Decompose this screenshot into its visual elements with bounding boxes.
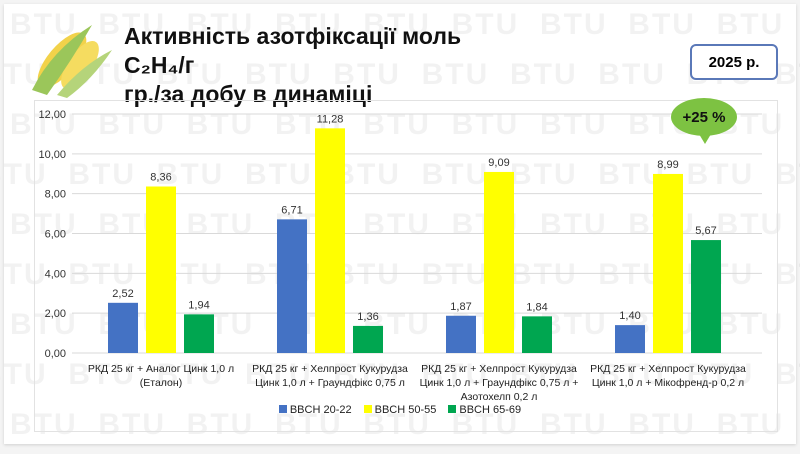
legend-item: BBCH 50-55 <box>363 404 437 416</box>
data-label: 1,94 <box>188 299 209 311</box>
legend-item: BBCH 65-69 <box>448 404 521 416</box>
y-tick-label: 6,00 <box>45 229 66 241</box>
data-label: 11,28 <box>317 113 344 125</box>
corn-icon <box>32 25 112 98</box>
legend: BBCH 20-22 BBCH 50-55 BBCH 65-69 <box>0 404 800 416</box>
data-label: 6,71 <box>281 204 302 216</box>
bar <box>691 240 721 353</box>
data-label: 8,36 <box>150 171 171 183</box>
x-tick-label: РКД 25 кг + Хелпрост Кукурудза <box>590 363 746 375</box>
bar <box>146 186 176 353</box>
bar <box>108 302 138 353</box>
x-tick-label: РКД 25 кг + Хелпрост Кукурудза <box>252 363 408 375</box>
bar <box>484 171 514 353</box>
data-label: 1,36 <box>357 311 378 323</box>
title-line-2: гр./за добу в динаміці <box>124 81 373 107</box>
data-label: 8,99 <box>657 159 678 171</box>
legend-item: BBCH 20-22 <box>278 404 352 416</box>
y-tick-label: 8,00 <box>45 189 66 201</box>
legend-label: BBCH 65-69 <box>459 404 522 416</box>
legend-swatch <box>448 405 457 413</box>
bar <box>353 325 383 353</box>
increase-badge-text: +25 % <box>682 108 726 126</box>
y-tick-label: 2,00 <box>45 308 66 320</box>
legend-label: BBCH 20-22 <box>289 404 352 416</box>
data-label: 1,84 <box>526 301 547 313</box>
bar <box>522 316 552 353</box>
y-tick-label: 4,00 <box>45 268 66 280</box>
x-tick-label: Азотохелп 0,2 л <box>461 391 538 403</box>
bar <box>446 315 476 353</box>
x-tick-label: (Еталон) <box>140 377 182 389</box>
x-tick-label: Цинк 1,0 л + Граундфікс 0,75 л + <box>420 377 579 389</box>
y-tick-label: 10,00 <box>38 149 66 161</box>
data-label: 9,09 <box>488 157 509 169</box>
x-tick-label: РКД 25 кг + Аналог Цинк 1,0 л <box>88 363 234 375</box>
chart-title: Активність азотфіксації моль C₂H₄/г гр./… <box>124 22 524 109</box>
legend-swatch <box>363 405 372 413</box>
year-badge: 2025 р. <box>690 44 778 80</box>
data-label: 1,40 <box>619 310 640 322</box>
y-tick-label: 0,00 <box>45 348 66 360</box>
bar <box>184 314 214 353</box>
bar <box>315 128 345 353</box>
title-line-1: Активність азотфіксації моль C₂H₄/г <box>124 23 462 78</box>
x-tick-label: Цинк 1,0 л + Мікофренд-р 0,2 л <box>592 377 744 389</box>
chart-frame <box>34 100 778 432</box>
x-tick-label: Цинк 1,0 л + Граундфікс 0,75 л <box>255 377 405 389</box>
data-label: 1,87 <box>450 301 471 313</box>
data-label: 5,67 <box>695 225 716 237</box>
bar <box>277 219 307 353</box>
increase-badge: +25 % <box>671 98 737 144</box>
legend-label: BBCH 50-55 <box>374 404 437 416</box>
y-tick-label: 12,00 <box>38 109 66 121</box>
legend-swatch <box>278 405 287 413</box>
bar <box>653 173 683 353</box>
data-label: 2,52 <box>112 288 133 300</box>
x-tick-label: РКД 25 кг + Хелпрост Кукурудза <box>421 363 577 375</box>
bar <box>615 325 645 353</box>
